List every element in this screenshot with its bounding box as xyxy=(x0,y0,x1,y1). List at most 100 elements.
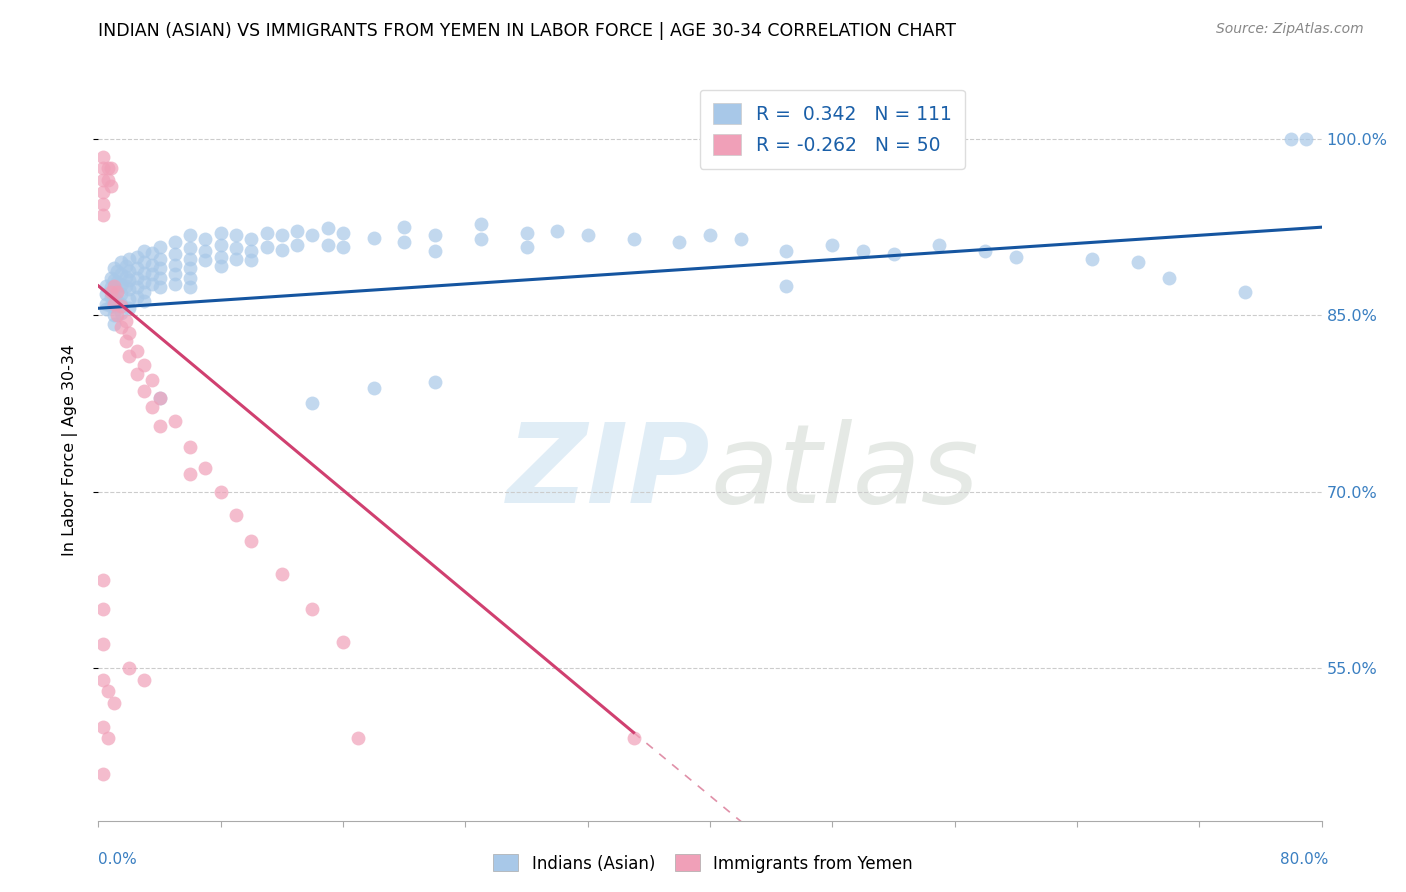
Point xyxy=(179,270,201,285)
Point xyxy=(110,287,132,301)
Point xyxy=(118,661,141,675)
Point xyxy=(163,267,186,281)
Point xyxy=(94,279,117,293)
Point xyxy=(100,289,122,303)
Point xyxy=(149,252,172,266)
Point xyxy=(118,301,141,316)
Point xyxy=(316,237,339,252)
Point xyxy=(270,566,292,581)
Point xyxy=(118,273,141,287)
Point xyxy=(97,731,120,746)
Point xyxy=(347,731,370,746)
Point xyxy=(668,235,690,250)
Point xyxy=(316,221,339,235)
Point xyxy=(470,217,492,231)
Point xyxy=(775,279,797,293)
Point xyxy=(225,508,247,522)
Point xyxy=(256,226,278,240)
Point xyxy=(97,161,120,176)
Point xyxy=(1234,285,1257,299)
Point xyxy=(974,244,997,258)
Point xyxy=(97,684,120,698)
Point xyxy=(141,267,163,281)
Point xyxy=(149,240,172,254)
Point xyxy=(103,696,125,710)
Point xyxy=(110,306,132,320)
Point xyxy=(285,224,308,238)
Point xyxy=(105,285,128,299)
Point xyxy=(105,285,128,299)
Point xyxy=(209,237,232,252)
Point xyxy=(179,252,201,266)
Point xyxy=(141,400,163,414)
Point xyxy=(103,291,125,305)
Point xyxy=(149,418,172,433)
Point xyxy=(97,173,120,187)
Point xyxy=(91,209,114,223)
Point xyxy=(94,296,117,310)
Point xyxy=(821,237,844,252)
Point xyxy=(852,244,875,258)
Point xyxy=(194,253,217,268)
Legend: R =  0.342   N = 111, R = -0.262   N = 50: R = 0.342 N = 111, R = -0.262 N = 50 xyxy=(700,90,965,169)
Point xyxy=(470,232,492,246)
Point xyxy=(91,766,114,780)
Point xyxy=(699,228,721,243)
Point xyxy=(115,334,138,348)
Point xyxy=(110,299,132,313)
Point xyxy=(516,240,538,254)
Point xyxy=(118,252,141,266)
Text: 80.0%: 80.0% xyxy=(1281,852,1329,867)
Point xyxy=(110,320,132,334)
Point xyxy=(125,367,148,381)
Point xyxy=(332,635,354,649)
Point xyxy=(240,232,263,246)
Point xyxy=(110,296,132,310)
Point xyxy=(103,279,125,293)
Text: INDIAN (ASIAN) VS IMMIGRANTS FROM YEMEN IN LABOR FORCE | AGE 30-34 CORRELATION C: INDIAN (ASIAN) VS IMMIGRANTS FROM YEMEN … xyxy=(98,22,956,40)
Point xyxy=(194,461,217,475)
Point xyxy=(209,250,232,264)
Point xyxy=(118,350,141,364)
Point xyxy=(125,261,148,276)
Point xyxy=(103,261,125,276)
Point xyxy=(225,228,247,243)
Point xyxy=(392,220,416,235)
Point xyxy=(301,396,323,410)
Point xyxy=(134,358,156,372)
Point xyxy=(103,308,125,322)
Point xyxy=(100,179,122,194)
Point xyxy=(240,244,263,258)
Point xyxy=(363,381,385,395)
Point xyxy=(100,270,122,285)
Point xyxy=(100,285,122,299)
Point xyxy=(100,299,122,313)
Point xyxy=(149,391,172,405)
Point xyxy=(270,243,292,257)
Point xyxy=(1004,250,1026,264)
Point xyxy=(105,294,128,309)
Point xyxy=(149,280,172,294)
Point xyxy=(100,280,122,294)
Point xyxy=(115,279,138,293)
Point xyxy=(928,237,950,252)
Point xyxy=(125,270,148,285)
Point xyxy=(105,276,128,290)
Point xyxy=(149,261,172,276)
Point xyxy=(209,484,232,499)
Point xyxy=(730,232,752,246)
Point xyxy=(163,258,186,272)
Point xyxy=(115,314,138,328)
Point xyxy=(94,302,117,317)
Point xyxy=(118,263,141,277)
Point xyxy=(285,237,308,252)
Point xyxy=(118,283,141,297)
Point xyxy=(105,308,128,322)
Point xyxy=(576,228,599,243)
Point xyxy=(91,161,114,176)
Point xyxy=(332,240,354,254)
Point xyxy=(209,259,232,273)
Point xyxy=(423,244,446,258)
Point xyxy=(141,277,163,291)
Point xyxy=(775,244,797,258)
